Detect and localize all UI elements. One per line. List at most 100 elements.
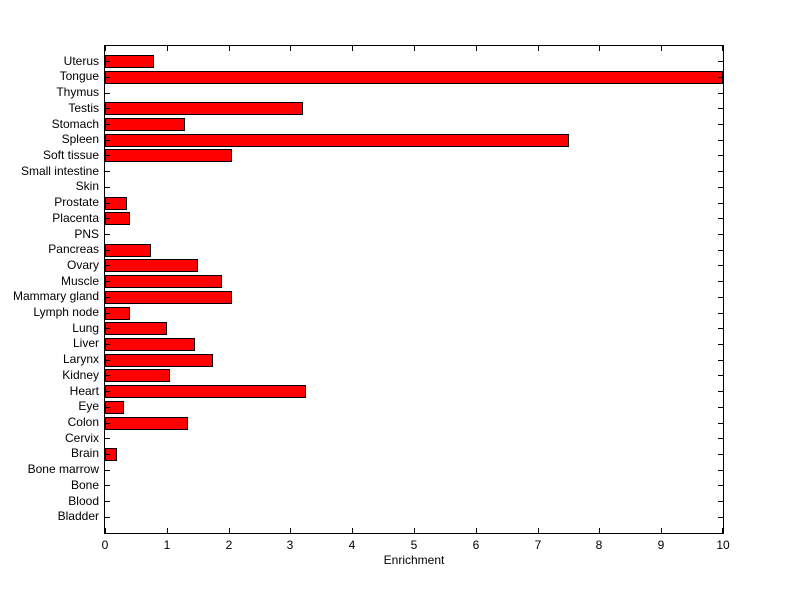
x-tick-mark	[599, 46, 600, 51]
plot-area	[104, 45, 724, 534]
y-tick-mark	[105, 281, 110, 282]
y-tick-mark	[718, 155, 723, 156]
y-tick-mark	[718, 328, 723, 329]
y-tick-label: Bone	[70, 478, 99, 492]
x-tick-label: 7	[534, 538, 542, 552]
x-tick-label: 8	[595, 538, 603, 552]
y-tick-mark	[105, 470, 110, 471]
x-axis-title: Enrichment	[383, 553, 445, 567]
y-tick-mark	[105, 250, 110, 251]
y-tick-label: Bone marrow	[27, 462, 99, 476]
y-tick-label: Muscle	[60, 274, 99, 288]
y-tick-mark	[718, 485, 723, 486]
y-tick-mark	[105, 438, 110, 439]
bar-stomach	[105, 118, 185, 131]
x-tick-mark	[290, 528, 291, 533]
x-tick-label: 4	[348, 538, 356, 552]
y-tick-mark	[718, 375, 723, 376]
y-tick-label: PNS	[74, 227, 99, 241]
x-tick-mark	[167, 46, 168, 51]
y-tick-label: Placenta	[52, 211, 99, 225]
y-tick-label: Colon	[67, 415, 99, 429]
y-tick-mark	[105, 124, 110, 125]
x-tick-mark	[414, 528, 415, 533]
y-tick-mark	[105, 375, 110, 376]
y-tick-mark	[105, 108, 110, 109]
y-tick-label: Stomach	[51, 117, 99, 131]
y-tick-mark	[718, 438, 723, 439]
x-tick-mark	[352, 528, 353, 533]
y-tick-mark	[718, 297, 723, 298]
y-tick-mark	[718, 108, 723, 109]
bar-muscle	[105, 275, 222, 288]
x-tick-mark	[599, 528, 600, 533]
bar-mammary-gland	[105, 291, 232, 304]
y-tick-mark	[718, 470, 723, 471]
y-tick-mark	[718, 171, 723, 172]
x-tick-mark	[229, 46, 230, 51]
bar-lung	[105, 322, 167, 335]
y-tick-label: Liver	[72, 336, 99, 350]
x-tick-mark	[722, 528, 723, 533]
x-tick-mark	[476, 46, 477, 51]
y-tick-label: Testis	[68, 101, 99, 115]
x-tick-label: 0	[101, 538, 109, 552]
x-tick-mark	[105, 46, 106, 51]
y-tick-mark	[105, 407, 110, 408]
y-tick-mark	[718, 454, 723, 455]
y-tick-mark	[105, 93, 110, 94]
y-tick-mark	[105, 234, 110, 235]
y-tick-mark	[105, 218, 110, 219]
y-tick-mark	[105, 77, 110, 78]
y-tick-mark	[718, 423, 723, 424]
y-tick-label: Small intestine	[20, 164, 99, 178]
y-tick-label: Lymph node	[33, 305, 99, 319]
x-tick-mark	[414, 46, 415, 51]
x-tick-label: 3	[286, 538, 294, 552]
y-tick-mark	[105, 187, 110, 188]
bar-ovary	[105, 259, 198, 272]
y-tick-mark	[105, 203, 110, 204]
y-tick-mark	[105, 501, 110, 502]
bar-spleen	[105, 134, 569, 147]
x-tick-label: 5	[410, 538, 418, 552]
y-tick-mark	[105, 485, 110, 486]
y-tick-label: Ovary	[66, 258, 99, 272]
y-tick-mark	[105, 140, 110, 141]
x-tick-mark	[661, 528, 662, 533]
y-tick-mark	[105, 61, 110, 62]
y-tick-label: Brain	[70, 446, 99, 460]
y-tick-mark	[718, 391, 723, 392]
y-tick-mark	[105, 171, 110, 172]
bar-uterus	[105, 55, 154, 68]
x-tick-label: 9	[657, 538, 665, 552]
x-tick-label: 6	[472, 538, 480, 552]
x-tick-label: 10	[716, 538, 730, 552]
y-tick-mark	[718, 265, 723, 266]
bar-tongue	[105, 71, 723, 84]
y-tick-label: Larynx	[62, 352, 99, 366]
y-tick-mark	[718, 124, 723, 125]
x-tick-mark	[661, 46, 662, 51]
y-tick-mark	[718, 501, 723, 502]
y-tick-mark	[105, 328, 110, 329]
x-tick-mark	[105, 528, 106, 533]
x-tick-mark	[352, 46, 353, 51]
y-tick-mark	[105, 344, 110, 345]
y-tick-mark	[718, 281, 723, 282]
y-tick-mark	[105, 155, 110, 156]
x-tick-mark	[167, 528, 168, 533]
y-tick-label: Tongue	[59, 69, 99, 83]
y-tick-label: Eye	[78, 399, 99, 413]
y-tick-mark	[718, 203, 723, 204]
x-tick-mark	[538, 46, 539, 51]
y-tick-mark	[718, 61, 723, 62]
y-tick-mark	[105, 297, 110, 298]
y-tick-label: Cervix	[64, 431, 99, 445]
y-tick-label: Soft tissue	[42, 148, 99, 162]
y-tick-mark	[105, 391, 110, 392]
bar-soft-tissue	[105, 149, 232, 162]
y-tick-label: Spleen	[61, 132, 99, 146]
bar-kidney	[105, 369, 170, 382]
